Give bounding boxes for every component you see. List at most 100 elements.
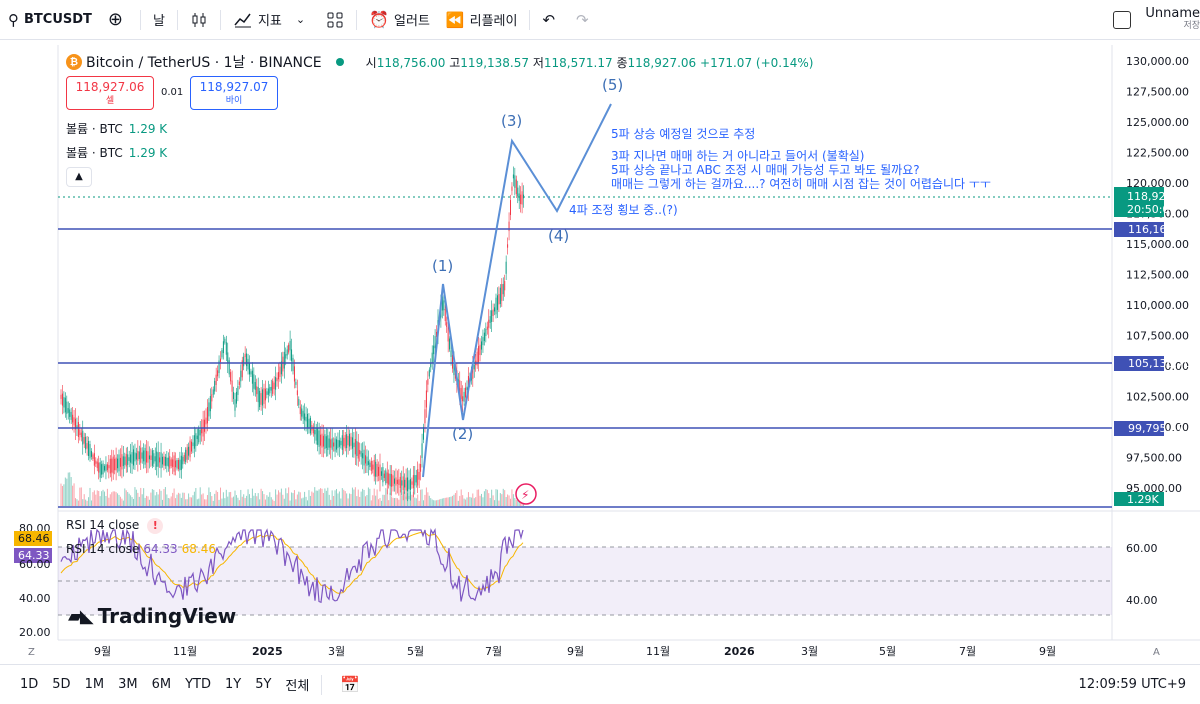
divider (321, 674, 323, 695)
lightning-icon[interactable] (515, 483, 537, 505)
volume-bar (143, 488, 145, 506)
range-1m[interactable]: 1M (84, 677, 105, 692)
annotation-line-2[interactable]: 3파 지나면 매매 하는 거 아니라고 들어서 (불확실) (611, 149, 864, 163)
undo-button[interactable]: ↶ (534, 0, 568, 40)
volume-bar (414, 497, 416, 506)
candle-body (125, 453, 127, 467)
range-all[interactable]: 전체 (285, 679, 310, 694)
interval-button[interactable]: 날 (145, 0, 173, 40)
replay-button[interactable]: ⏪ 리플레이 (438, 0, 526, 40)
candle-body (492, 309, 494, 317)
layout-checkbox[interactable] (1113, 11, 1132, 29)
range-1y[interactable]: 1Y (224, 677, 242, 692)
candle-body (283, 351, 285, 369)
volume-bar (243, 494, 245, 506)
volume-legend-2[interactable]: 볼륨 · BTC 1.29 K (66, 144, 167, 161)
date-range-button[interactable]: 📅 (340, 675, 360, 694)
range-5y[interactable]: 5Y (255, 677, 272, 692)
range-3m[interactable]: 3M (118, 677, 138, 692)
candle-body (67, 408, 69, 413)
volume-bar (298, 491, 300, 506)
sell-button[interactable]: 118,927.06 셀 (66, 76, 154, 110)
candle-body (102, 463, 104, 475)
candle-body (309, 417, 311, 434)
clock[interactable]: 12:09:59 UTC+9 (1078, 677, 1186, 692)
bitcoin-icon: ₿ (66, 54, 82, 70)
volume-bar (64, 477, 66, 506)
candle-body (99, 462, 101, 478)
candle-body (63, 397, 65, 408)
buy-button[interactable]: 118,927.07 바이 (190, 76, 278, 110)
volume-bar (204, 499, 206, 506)
annotation-line-4[interactable]: 매매는 그렇게 하는 걸까요....? 여전히 매매 시점 잡는 것이 어렵습니… (611, 176, 991, 191)
annotation-line-3[interactable]: 5파 상승 끝나고 ABC 조정 시 매매 가능성 두고 봐도 될까요? (611, 163, 920, 177)
annotation-line-1[interactable]: 5파 상승 예정일 것으로 추정 (611, 127, 755, 141)
volume-bar (220, 487, 221, 506)
volume-bar (282, 494, 284, 506)
volume-bar (386, 489, 388, 506)
indicators-button[interactable]: 지표 ⌄ (225, 0, 318, 40)
candle-body (153, 453, 155, 464)
candle-body (446, 322, 448, 328)
layouts-button[interactable] (318, 0, 352, 40)
candle-body (138, 451, 140, 460)
candle-body (466, 386, 468, 390)
layout-name-button[interactable]: Unname 저장 (1145, 7, 1200, 33)
volume-bar (293, 490, 295, 506)
range-ytd[interactable]: YTD (185, 677, 211, 692)
volume-bar (267, 496, 269, 506)
warning-icon[interactable]: ! (147, 518, 164, 534)
elliott-wave-drawing[interactable] (422, 103, 612, 478)
candle-body (95, 460, 97, 464)
candle-body (88, 441, 90, 456)
volume-bar (495, 489, 497, 506)
volume-bar (192, 495, 194, 506)
rsi-legend-2[interactable]: RSI 14 close 64.33 68.46 (66, 542, 216, 556)
volume-bar (354, 487, 356, 506)
candle-body (212, 389, 214, 395)
volume-bar (233, 496, 235, 506)
symbol-search[interactable]: ⚲ BTCUSDT (0, 0, 100, 40)
zoom-icon[interactable]: Z (28, 647, 35, 658)
volume-bar (156, 492, 158, 506)
candle-body (117, 458, 119, 469)
volume-bar (214, 493, 216, 506)
volume-bar (507, 494, 509, 506)
volume-bar (466, 497, 468, 506)
volume-bar (275, 489, 277, 506)
range-1d[interactable]: 1D (20, 677, 39, 692)
auto-scale-button[interactable]: A (1153, 647, 1160, 658)
price-tick: 110,000.00 (1126, 299, 1189, 312)
candle-body (417, 469, 419, 486)
volume-bar (106, 488, 108, 506)
range-6m[interactable]: 6M (151, 677, 172, 692)
candle-body (318, 430, 320, 447)
annotation-wave4[interactable]: 4파 조정 횡보 중..(?) (569, 203, 678, 217)
chart-canvas[interactable]: (1) (2) (3) (4) (5) 5파 상승 예정일 것으로 추정 3파 … (0, 40, 1200, 664)
volume-bar (70, 477, 72, 506)
alert-button[interactable]: ⏰ 얼러트 (361, 0, 438, 40)
candle-body (295, 381, 297, 385)
chart-type-button[interactable] (182, 0, 216, 40)
symbol-title[interactable]: Bitcoin / TetherUS · 1날 · BINANCE (86, 55, 322, 71)
volume-bar (247, 489, 249, 506)
range-5d[interactable]: 5D (52, 677, 71, 692)
candle-body (160, 452, 162, 469)
time-axis[interactable]: 9월 11월 2025 3월 5월 7월 9월 11월 2026 3월 5월 7월 9월 (94, 645, 1056, 658)
candle-body (495, 297, 497, 315)
redo-button[interactable]: ↷ (568, 0, 602, 40)
volume-bar (188, 493, 190, 506)
line-badge-1-text: 116,169.01 (1128, 223, 1191, 236)
volume-legend-1[interactable]: 볼륨 · BTC 1.29 K (66, 120, 167, 137)
volume-bar (396, 498, 398, 506)
rsi-axis-60: 60.00 (1126, 542, 1158, 555)
rsi-legend-1[interactable]: RSI 14 close! (66, 518, 164, 534)
volume-bar (373, 488, 375, 506)
tradingview-logo[interactable]: ▰◣ TradingView (68, 604, 236, 628)
divider (529, 9, 531, 30)
candle-body (189, 440, 191, 458)
collapse-legend-button[interactable]: ▲ (66, 167, 92, 187)
candle-body (396, 479, 398, 484)
candle-body (80, 432, 82, 438)
compare-button[interactable]: ⊕ (100, 0, 136, 40)
